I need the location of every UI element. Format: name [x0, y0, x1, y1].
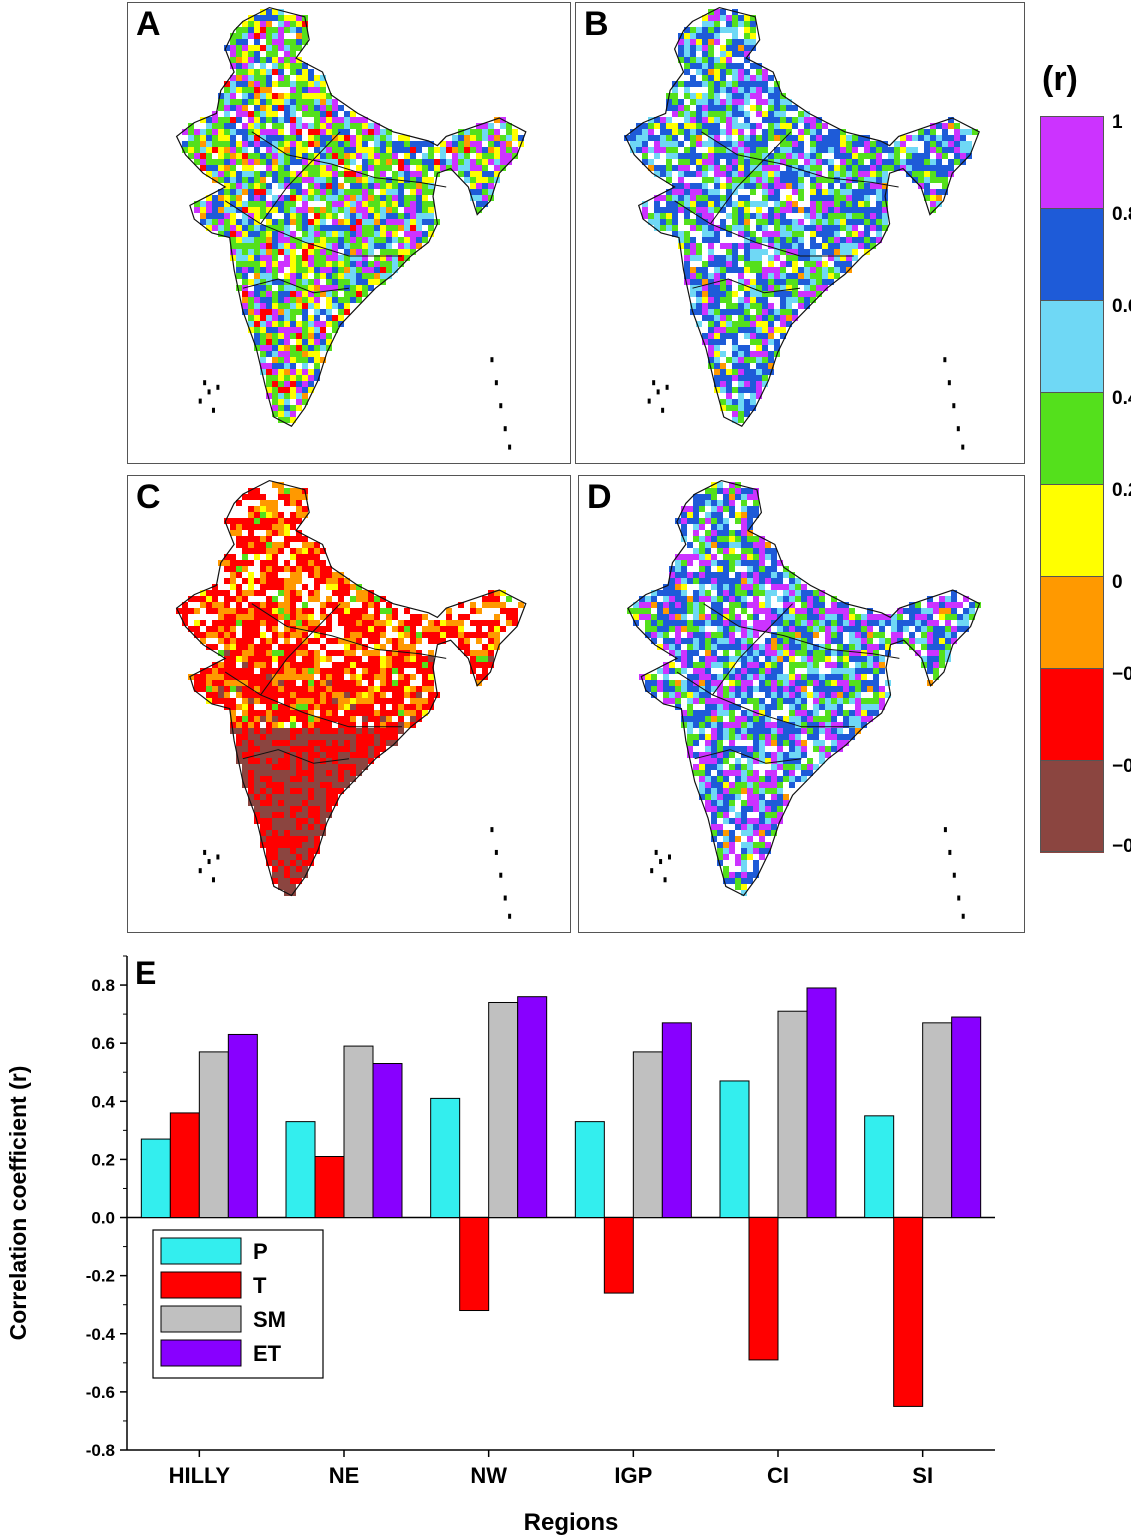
bar-et-nw: [517, 996, 548, 1219]
x-tick-label: CI: [767, 1463, 789, 1488]
map-panel-b: B: [575, 2, 1025, 464]
bar-t-nw: [459, 1217, 490, 1312]
bar-sm-nw: [488, 1001, 519, 1219]
chart-legend-label: ET: [253, 1341, 282, 1366]
x-tick-label: NE: [329, 1463, 360, 1488]
legend-label: 0.2: [1112, 480, 1131, 501]
panel-letter-c: C: [136, 478, 161, 516]
bar-et-ne: [372, 1063, 403, 1219]
legend-swatch: [1040, 208, 1104, 301]
map-b: [624, 6, 980, 450]
bar-et-si: [951, 1016, 982, 1219]
legend-swatch: [1040, 484, 1104, 577]
legend-label: −0.6: [1112, 756, 1131, 777]
bar-sm-igp: [632, 1051, 663, 1219]
y-tick-label: -0.4: [86, 1325, 116, 1344]
bar-t-igp: [603, 1217, 634, 1294]
bar-t-ci: [748, 1217, 779, 1361]
y-tick-label: 0.6: [91, 1034, 115, 1053]
legend-swatch: [1040, 116, 1104, 209]
bar-p-si: [864, 1115, 895, 1219]
chart-legend-swatch: [160, 1339, 242, 1367]
chart-legend-swatch: [160, 1305, 242, 1333]
bar-sm-si: [922, 1022, 953, 1219]
y-tick-label: 0.8: [91, 976, 115, 995]
chart-legend-swatch: [160, 1271, 242, 1299]
bar-p-hilly: [140, 1138, 171, 1219]
y-axis-label: Correlation coefficient (r): [5, 1066, 31, 1341]
panel-letter-d: D: [587, 478, 612, 516]
chart-legend-swatch: [160, 1237, 242, 1265]
y-tick-label: 0.0: [91, 1209, 115, 1228]
chart-legend-label: P: [253, 1239, 268, 1264]
x-axis-label: Regions: [524, 1509, 619, 1536]
legend-label: 0.6: [1112, 296, 1131, 317]
legend-label-bottom: −0.9: [1112, 836, 1131, 857]
legend-label: −0.2: [1112, 664, 1131, 685]
chart-legend-label: T: [253, 1273, 267, 1298]
map-a: [175, 6, 527, 450]
legend-frame: [1040, 116, 1104, 852]
panel-letter-a: A: [136, 5, 161, 43]
legend-label: 1: [1112, 112, 1123, 133]
y-tick-label: -0.8: [86, 1441, 115, 1460]
legend-swatch: [1040, 760, 1104, 853]
legend-swatch: [1040, 392, 1104, 485]
y-tick-label: -0.6: [86, 1383, 115, 1402]
legend-swatch: [1040, 300, 1104, 393]
y-tick-label: -0.2: [86, 1267, 115, 1286]
bar-sm-ne: [343, 1045, 374, 1219]
bar-sm-hilly: [198, 1051, 229, 1219]
legend-label: 0.8: [1112, 204, 1131, 225]
map-panel-d: D: [578, 475, 1025, 933]
chart-legend-label: SM: [253, 1307, 286, 1332]
bar-t-hilly: [169, 1112, 200, 1219]
panel-letter-b: B: [584, 5, 609, 43]
map-c: [175, 479, 527, 919]
bar-et-ci: [806, 987, 837, 1219]
legend-title: (r): [1042, 60, 1078, 98]
bar-t-si: [893, 1217, 924, 1407]
bar-chart-e: E 0.8 0.6 0.4 0.2 0.0 -0.2 -0.4 -0.6 -0.8 HILLY NE N…: [5, 955, 995, 1536]
legend-swatch: [1040, 576, 1104, 669]
legend-label: 0: [1112, 572, 1123, 593]
y-tick-label: 0.2: [91, 1150, 115, 1169]
bar-et-hilly: [227, 1033, 258, 1219]
x-tick-label: SI: [912, 1463, 933, 1488]
y-tick-label: 0.4: [91, 1092, 115, 1111]
panel-letter-e: E: [135, 955, 156, 991]
bar-t-ne: [314, 1156, 345, 1219]
map-panel-a: A: [127, 2, 571, 464]
bar-p-igp: [574, 1121, 605, 1219]
x-tick-label: IGP: [614, 1463, 652, 1488]
map-d: [627, 479, 981, 919]
x-tick-label: HILLY: [169, 1463, 231, 1488]
legend-label: 0.4: [1112, 388, 1131, 409]
bar-et-igp: [661, 1022, 692, 1219]
bar-p-ne: [285, 1121, 316, 1219]
bar-p-ci: [719, 1080, 750, 1219]
map-panel-c: C: [127, 475, 571, 933]
bar-p-nw: [430, 1097, 461, 1219]
x-tick-label: NW: [470, 1463, 507, 1488]
legend-swatch: [1040, 668, 1104, 761]
color-scale-legend: (r) 1 0.8 0.6 0.4 0.2 0 −0.2 −0.6 −0.9: [1030, 60, 1131, 860]
bar-sm-ci: [777, 1010, 808, 1219]
